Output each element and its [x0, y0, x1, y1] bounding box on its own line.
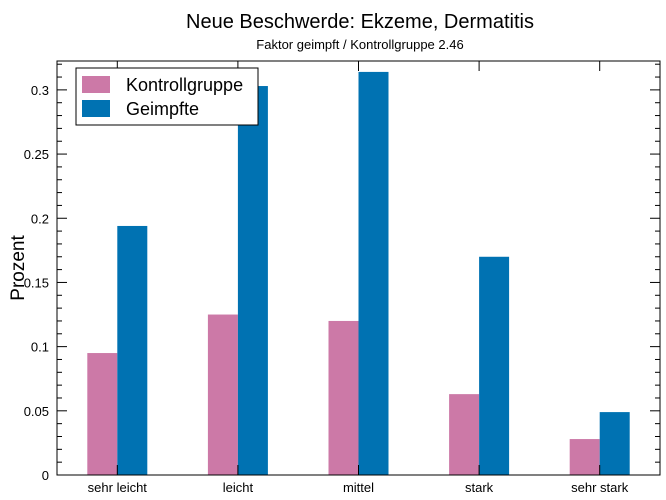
bar-kontrollgruppe-sehr-stark: [569, 439, 600, 475]
bars-group: [87, 71, 630, 476]
x-tick-label-sehr-stark: sehr stark: [571, 480, 629, 495]
legend-label-geimpfte: Geimpfte: [126, 99, 199, 119]
bar-kontrollgruppe-leicht: [207, 314, 238, 475]
y-tick-label: 0.2: [31, 211, 49, 226]
legend-swatch-kontrollgruppe: [82, 76, 110, 93]
bar-geimpfte-sehr-stark: [599, 412, 630, 475]
bar-geimpfte-sehr-leicht: [117, 225, 148, 475]
y-tick-label: 0.15: [24, 275, 49, 290]
plot-frame: [56, 60, 661, 476]
y-tick-label: 0.05: [24, 404, 49, 419]
y-tick-label: 0: [42, 468, 49, 483]
legend-label-kontrollgruppe: Kontrollgruppe: [126, 75, 243, 95]
x-tick-label-stark: stark: [465, 480, 494, 495]
bar-geimpfte-stark: [479, 256, 510, 475]
legend-swatch-geimpfte: [82, 100, 110, 117]
bar-kontrollgruppe-mittel: [328, 320, 359, 475]
chart-title: Neue Beschwerde: Ekzeme, Dermatitis: [186, 11, 534, 33]
x-tick-label-sehr-leicht: sehr leicht: [88, 480, 148, 495]
axis-ticks-group: 0 0.05 0.1 0.15 0.2 0.25 0.3 sehr leicht leicht m…: [24, 61, 660, 495]
legend: Kontrollgruppe Geimpfte: [75, 67, 259, 126]
x-tick-label-leicht: leicht: [223, 480, 254, 495]
y-tick-label: 0.3: [31, 83, 49, 98]
bar-kontrollgruppe-sehr-leicht: [87, 353, 118, 475]
y-tick-label: 0.25: [24, 147, 49, 162]
x-tick-label-mittel: mittel: [343, 480, 374, 495]
chart-subtitle: Faktor geimpft / Kontrollgruppe 2.46: [256, 37, 463, 52]
y-tick-label: 0.1: [31, 340, 49, 355]
bar-kontrollgruppe-stark: [449, 394, 480, 475]
bar-geimpfte-mittel: [358, 71, 389, 476]
y-axis-label: Prozent: [8, 235, 29, 301]
bar-geimpfte-leicht: [237, 86, 268, 475]
